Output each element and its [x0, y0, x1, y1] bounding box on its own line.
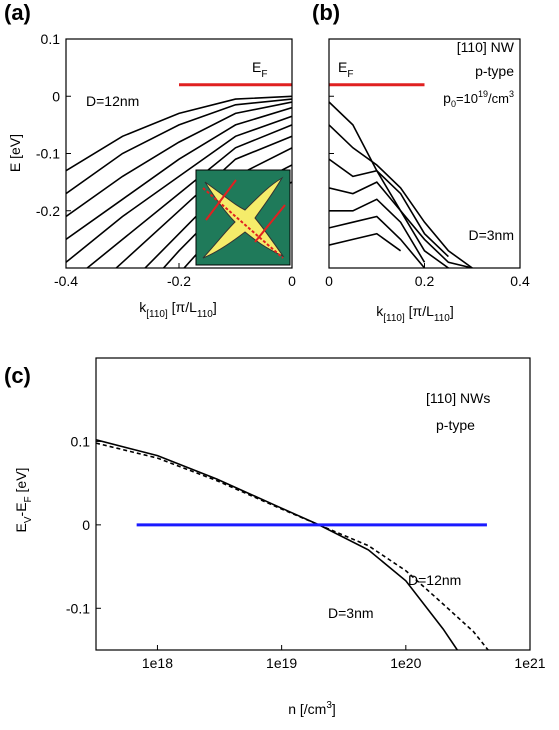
label-part: [eV]	[13, 468, 29, 497]
label-part: ]	[213, 299, 217, 315]
label-part: -E	[13, 502, 29, 516]
band-line	[115, 135, 292, 268]
x-tick-label: 0.4	[510, 273, 530, 289]
y-axis-label: EV-EF [eV]	[13, 468, 34, 533]
label-part: 3	[326, 700, 332, 711]
band-line	[329, 158, 449, 258]
y-tick-label: 0	[82, 517, 90, 533]
x-tick-label: 0.2	[415, 273, 435, 289]
plot-area	[329, 101, 473, 268]
plot-area	[96, 439, 489, 650]
annotation: D=12nm	[86, 93, 139, 109]
x-tick-label: 1e18	[142, 655, 173, 671]
annotation: [110] NW	[457, 39, 515, 55]
label-part: p	[443, 90, 451, 106]
label-part: [π/L	[405, 303, 434, 319]
x-tick-label: -0.2	[167, 273, 191, 289]
label-part: V	[23, 516, 34, 523]
panel-label: (c)	[4, 363, 31, 388]
band-line	[85, 124, 292, 268]
label-part: k	[376, 303, 384, 319]
series-label: D=3nm	[328, 605, 374, 621]
panel-label: (b)	[312, 0, 340, 25]
label-part: /cm	[488, 91, 509, 106]
band-line	[329, 232, 402, 252]
label-part: 0	[451, 99, 456, 109]
x-tick-label: 1e20	[390, 655, 421, 671]
y-tick-label: -0.2	[36, 203, 60, 219]
band-line	[96, 442, 489, 650]
x-tick-label: 1e19	[266, 655, 297, 671]
band-line	[66, 106, 292, 241]
fermi-label-sub: F	[347, 69, 353, 80]
band-line	[329, 181, 449, 268]
series-label: D=12nm	[408, 572, 461, 588]
fermi-label: EF	[252, 59, 267, 80]
label-part: n [/cm	[288, 701, 326, 717]
band-line	[329, 101, 473, 268]
band-line	[329, 215, 426, 268]
band-line	[66, 115, 292, 263]
fermi-label: EF	[338, 59, 353, 80]
label-part: ]	[450, 303, 454, 319]
x-tick-label: 0	[288, 273, 296, 289]
x-axis-label: k[110] [π/L110]	[139, 299, 216, 320]
band-line	[66, 95, 292, 172]
y-tick-label: -0.1	[66, 600, 90, 616]
plot-area	[66, 95, 292, 268]
x-tick-label: 1e21	[514, 655, 545, 671]
label-part: 3	[509, 89, 514, 99]
inset-dotted	[202, 187, 284, 259]
label-part: F	[23, 496, 34, 502]
label-part: k	[139, 299, 147, 315]
band-line	[66, 101, 292, 218]
label-part: 110	[197, 309, 213, 320]
plots: -0.4 -0.2 0 -0.2 -0.1 0 0.1 0 0.2 0.4 1e18 1e19 1e20…	[36, 31, 546, 671]
inset-line	[254, 204, 286, 243]
annotation: p-type	[436, 417, 475, 433]
annotation: D=3nm	[468, 227, 514, 243]
plot-frame	[95, 357, 531, 651]
y-axis-label: E [eV]	[7, 134, 23, 172]
label-part: [110]	[383, 313, 405, 324]
y-tick-label: 0.1	[41, 31, 61, 47]
label-part: [110]	[146, 309, 168, 320]
label-part: 110	[434, 313, 450, 324]
band-line	[329, 124, 473, 268]
x-tick-label: -0.4	[54, 273, 78, 289]
label-part: [π/L	[168, 299, 197, 315]
fermi-label-main: E	[338, 59, 347, 75]
inset	[195, 169, 291, 266]
panel-label: (a)	[4, 0, 31, 25]
x-axis-label: k[110] [π/L110]	[376, 303, 453, 324]
y-tick-label: 0	[52, 88, 60, 104]
label-part: E	[13, 523, 29, 532]
label-part: 19	[478, 89, 488, 99]
band-line	[66, 98, 292, 195]
inset-line	[205, 179, 237, 221]
label-part: =10	[456, 91, 478, 106]
x-tick-label: 0	[325, 273, 333, 289]
label-part: ]	[332, 701, 336, 717]
fermi-label-main: E	[252, 59, 261, 75]
fermi-label-sub: F	[261, 69, 267, 80]
annotation: [110] NWs	[426, 390, 490, 406]
annotation: p-type	[475, 63, 514, 79]
band-line	[96, 439, 458, 650]
band-line	[329, 198, 426, 263]
y-tick-label: 0.1	[71, 433, 91, 449]
y-tick-label: -0.1	[36, 146, 60, 162]
x-axis-label: n [/cm3]	[288, 700, 336, 717]
band-line	[143, 147, 292, 268]
annotation: p0=1019/cm3	[443, 89, 514, 109]
